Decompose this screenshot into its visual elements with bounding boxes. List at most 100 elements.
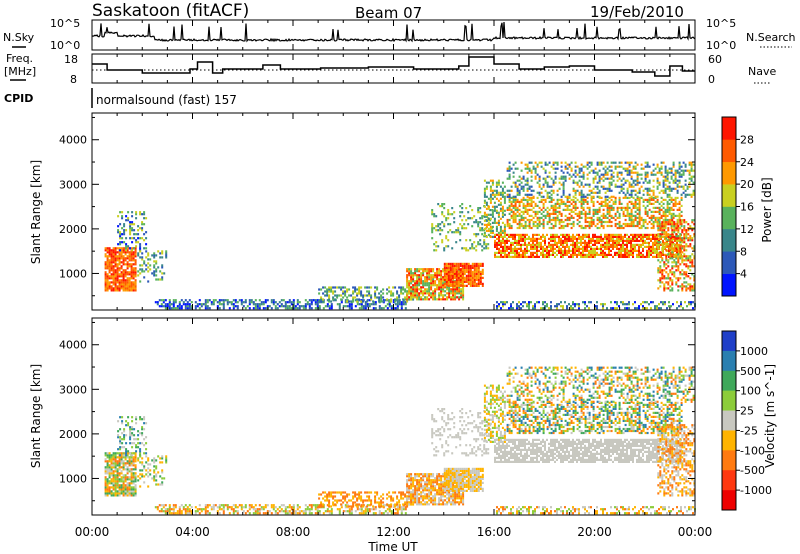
power-cell (554, 175, 557, 178)
power-cell (576, 241, 578, 244)
power-cell (632, 235, 634, 238)
power-cell (632, 189, 635, 192)
power-cell (574, 305, 576, 308)
power-cell (594, 212, 597, 215)
power-cell (129, 237, 132, 240)
power-cell (679, 271, 682, 274)
power-cell (516, 206, 519, 209)
power-cell (454, 288, 457, 291)
power-cell (666, 206, 669, 209)
power-cell (640, 251, 642, 254)
power-cell (390, 307, 393, 310)
power-cell (512, 301, 514, 304)
power-cell (462, 294, 465, 297)
power-cell (500, 307, 502, 310)
power-cell (666, 202, 669, 205)
power-cell (564, 247, 566, 250)
power-cell (410, 268, 413, 271)
power-cell (524, 235, 526, 238)
power-cell (465, 249, 468, 252)
power-cell (576, 245, 578, 248)
power-cell (634, 243, 636, 246)
power-cell (632, 196, 635, 199)
power-cell (467, 272, 470, 275)
power-cell (510, 241, 512, 244)
power-cell (618, 255, 620, 258)
power-cell (646, 181, 649, 184)
power-cell (671, 283, 674, 286)
power-cell (424, 280, 427, 283)
power-cell (310, 307, 313, 310)
power-cell (430, 296, 433, 299)
power-cell (436, 276, 439, 279)
power-cell (491, 215, 494, 218)
power-cell (166, 305, 169, 308)
power-cell (640, 224, 643, 228)
power-cell (350, 294, 353, 297)
power-cell (616, 210, 619, 213)
power-cell (494, 253, 496, 256)
power-cell (570, 253, 572, 256)
power-cell (604, 177, 607, 180)
power-cell (430, 286, 433, 289)
power-cell (444, 286, 447, 289)
power-cell (471, 264, 474, 267)
power-cell (534, 177, 537, 180)
power-cell (546, 222, 549, 226)
power-cell (580, 212, 583, 215)
power-cell (469, 274, 472, 277)
power-cell (648, 255, 650, 258)
power-cell (522, 175, 525, 178)
power-cell (532, 233, 534, 236)
power-cell (550, 193, 553, 196)
power-cell (600, 220, 603, 224)
power-cell (624, 206, 627, 209)
power-cell (672, 198, 675, 201)
power-cell (440, 276, 443, 279)
power-cell (640, 185, 643, 188)
power-cell (453, 270, 456, 273)
power-cell (554, 216, 557, 219)
power-cell (135, 217, 138, 220)
power-cell (642, 301, 644, 304)
power-cell (606, 202, 609, 205)
power-cell (479, 229, 482, 232)
power-cell (368, 303, 371, 306)
power-cell (690, 177, 693, 180)
power-cell (141, 223, 144, 226)
power-cell (582, 301, 584, 304)
power-cell (665, 223, 668, 226)
power-cell (520, 224, 523, 228)
power-cell (544, 239, 546, 242)
power-cell (693, 233, 696, 236)
power-cell (374, 286, 377, 289)
power-cell (416, 274, 419, 277)
power-cell (485, 187, 488, 190)
power-cell (660, 196, 663, 199)
power-cell (445, 266, 448, 269)
power-cell (566, 243, 568, 246)
power-cell (536, 253, 538, 256)
power-cell (346, 290, 349, 293)
power-cell (552, 237, 554, 240)
power-cell (445, 280, 448, 283)
power-cell (506, 253, 508, 256)
power-cell (443, 223, 446, 226)
power-cell (514, 212, 517, 215)
power-cell (496, 305, 498, 308)
power-cell (604, 241, 606, 244)
colorbar-segment (722, 228, 736, 252)
power-cell (590, 200, 593, 203)
power-cell (636, 233, 638, 236)
power-cell (416, 278, 419, 281)
power-cell (426, 298, 429, 301)
power-cell (404, 290, 407, 293)
power-cell (574, 191, 577, 194)
power-cell (501, 229, 504, 232)
velocity-cell (106, 472, 109, 475)
power-cell (582, 255, 584, 258)
power-cell (114, 279, 117, 282)
noise-sky-line (91, 22, 696, 43)
power-cell (493, 205, 496, 208)
power-cell (428, 292, 431, 295)
